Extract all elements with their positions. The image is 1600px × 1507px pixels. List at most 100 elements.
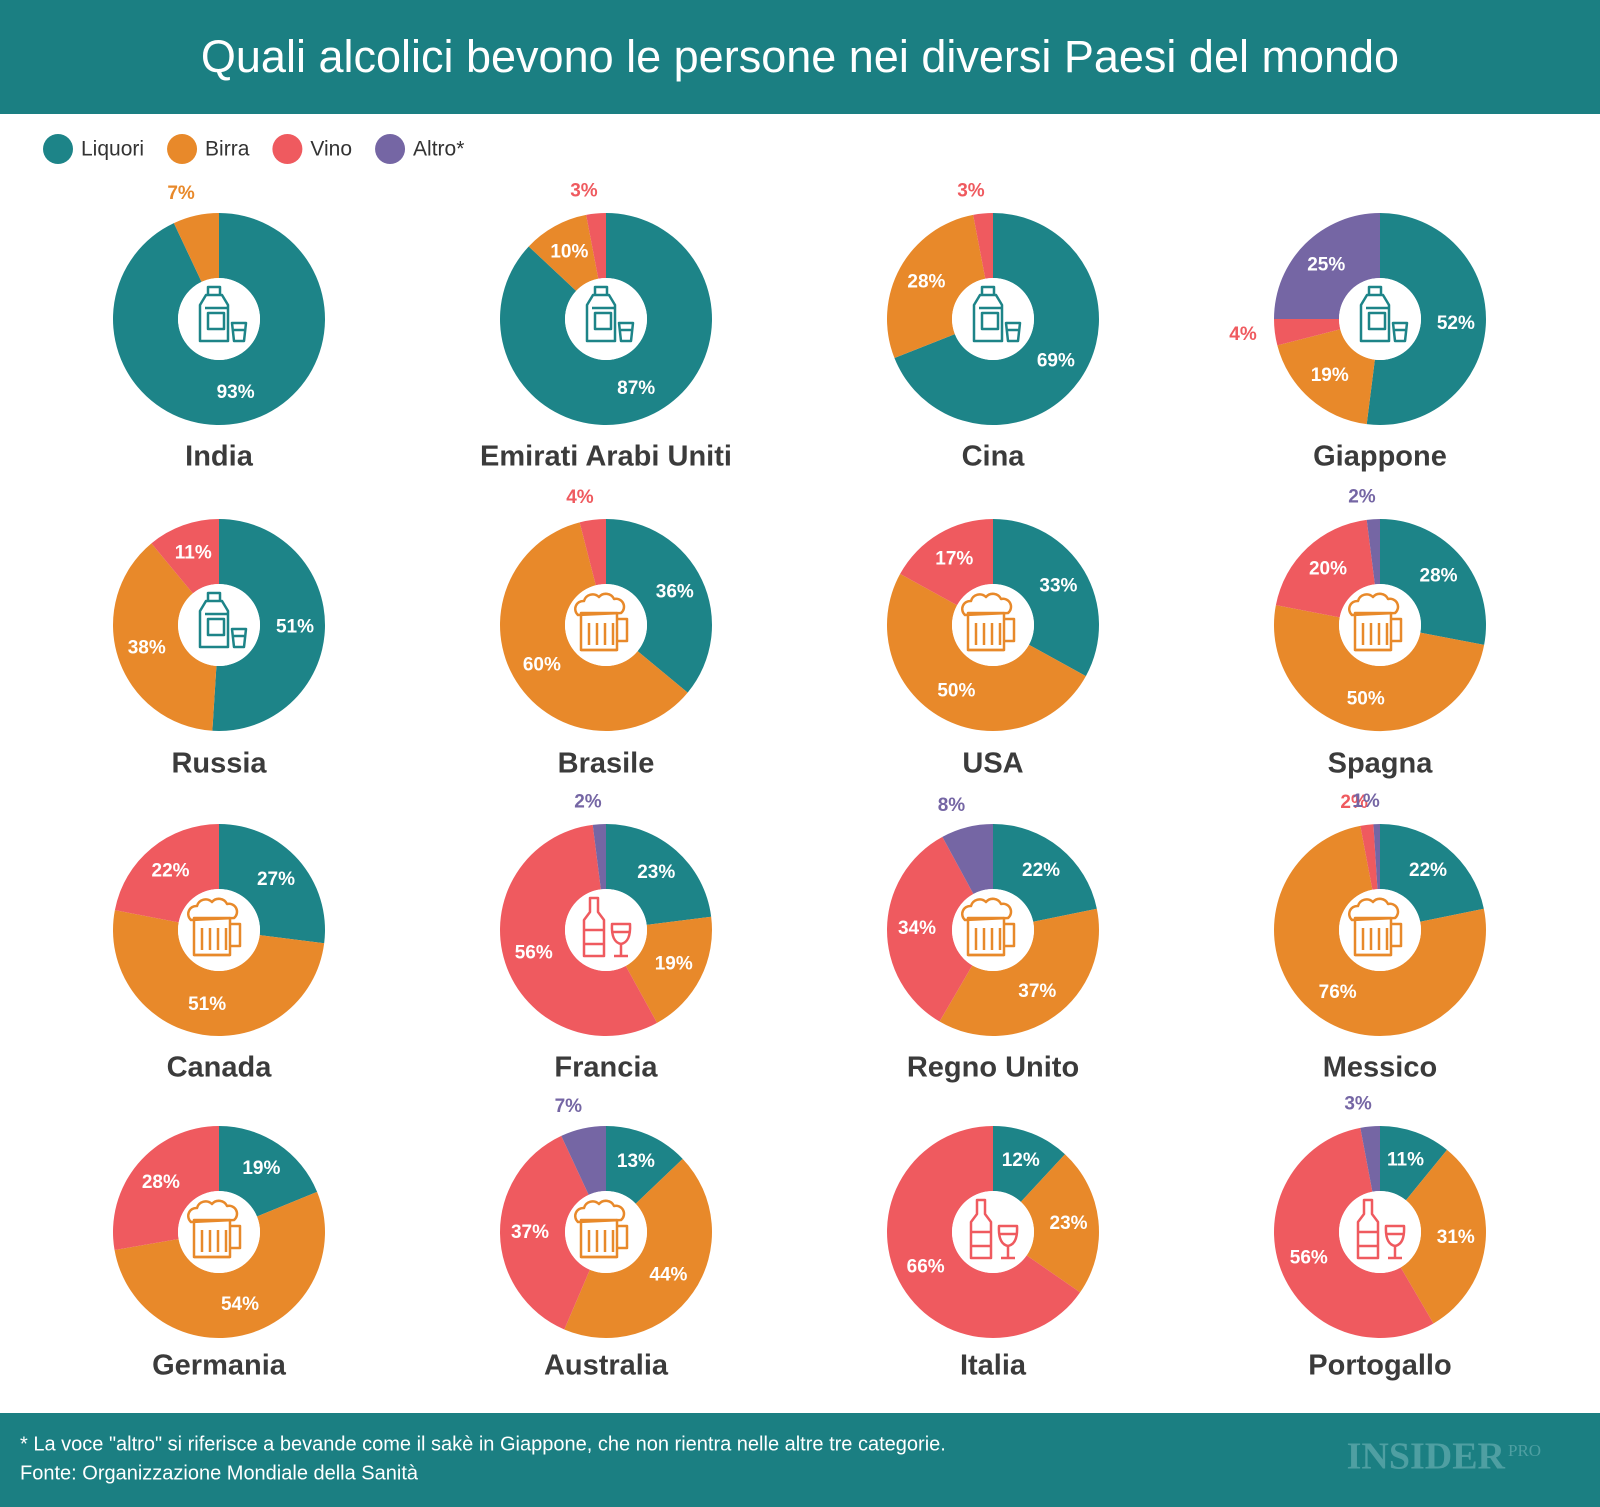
value-label: 20% xyxy=(1309,559,1347,580)
value-label: 28% xyxy=(1420,566,1458,587)
value-label: 38% xyxy=(128,638,166,659)
value-label: 11% xyxy=(1387,1149,1424,1170)
icon-foam xyxy=(1348,592,1400,617)
legend-swatch xyxy=(167,134,198,164)
pie-slice xyxy=(592,824,606,890)
pie-slice xyxy=(499,522,688,731)
icon-bottle xyxy=(198,591,230,649)
value-label: 17% xyxy=(935,549,973,570)
value-label: 19% xyxy=(242,1158,280,1179)
value-label: 37% xyxy=(511,1222,549,1243)
value-label: 50% xyxy=(1347,689,1385,710)
icon-wine-glass xyxy=(610,922,632,958)
pie-chart: 27% 51% 22% Canada xyxy=(112,824,325,1084)
icon-foam xyxy=(961,592,1013,617)
pie-slice xyxy=(606,824,712,925)
icon-mug-handle xyxy=(1391,617,1403,643)
icon-bottle-label xyxy=(205,306,227,331)
pie-title: Australia xyxy=(544,1350,669,1382)
pie-slice xyxy=(564,1158,713,1338)
pie-title: India xyxy=(185,441,254,473)
value-label: 93% xyxy=(217,382,255,403)
pie-slice xyxy=(1360,824,1378,890)
pie-slice xyxy=(1400,1149,1486,1324)
legend: Liquori Birra Vino Altro* xyxy=(43,134,464,164)
icon-glass xyxy=(1004,321,1022,343)
pie-slice xyxy=(114,824,219,923)
value-label: 3% xyxy=(570,181,598,202)
source: Fonte: Organizzazione Mondiale della San… xyxy=(20,1462,419,1484)
pie-slice xyxy=(942,824,993,894)
icon-bottle xyxy=(1359,285,1391,343)
icon-foam xyxy=(574,1199,626,1224)
pie-slice xyxy=(1273,605,1485,732)
pie-slice xyxy=(887,1125,1081,1338)
icon-foam xyxy=(187,897,239,922)
pie-hole xyxy=(178,278,260,360)
pie-slice xyxy=(1274,319,1341,346)
pie-slice xyxy=(579,519,606,586)
icon-mug-handle xyxy=(230,1224,242,1250)
charts: 93% 7% India 87% 10% 3% Emirati Arabi Uniti 69%… xyxy=(112,181,1486,1382)
pie-chart: 11% 31% 56% 3% Portogallo xyxy=(1273,1094,1486,1382)
legend-label: Liquori xyxy=(81,138,144,161)
value-label: 25% xyxy=(1307,254,1345,275)
value-label: 34% xyxy=(898,918,936,939)
pie-slice xyxy=(219,1126,318,1217)
value-label: 4% xyxy=(566,487,594,508)
pie-slice xyxy=(993,824,1097,922)
value-label: 11% xyxy=(175,543,212,564)
value-label: 51% xyxy=(188,994,226,1015)
value-label: 22% xyxy=(1022,860,1060,881)
legend-swatch xyxy=(272,134,303,164)
value-label: 31% xyxy=(1437,1227,1475,1248)
pie-title: Emirati Arabi Uniti xyxy=(480,441,732,473)
pie-slice xyxy=(1366,213,1486,425)
brand-name: INSIDER xyxy=(1347,1436,1506,1478)
icon-mug-lines xyxy=(968,623,1004,652)
pie-hole xyxy=(1339,1191,1421,1273)
icon-mug-handle xyxy=(1004,922,1016,948)
icon-wine-bottle xyxy=(969,1198,993,1260)
value-label: 28% xyxy=(907,271,945,292)
pie-chart: 13% 44% 37% 7% Australia xyxy=(499,1096,713,1382)
value-label: 3% xyxy=(957,181,985,202)
value-label: 7% xyxy=(167,183,195,204)
pie-slice xyxy=(1380,519,1486,645)
pie-slice xyxy=(1277,329,1375,425)
value-label: 23% xyxy=(637,862,675,883)
footnote: * La voce "altro" si riferisce a bevande… xyxy=(20,1433,946,1455)
value-label: 54% xyxy=(221,1294,259,1315)
pie-chart: 87% 10% 3% Emirati Arabi Uniti xyxy=(480,181,732,473)
icon-mug-handle xyxy=(1004,617,1016,643)
icon-bottle-label xyxy=(205,612,227,637)
pie-title: Canada xyxy=(167,1052,273,1084)
pie-slice xyxy=(886,573,1086,732)
icon-foam xyxy=(1348,897,1400,922)
pie-title: Messico xyxy=(1323,1052,1437,1084)
value-label: 28% xyxy=(142,1172,180,1193)
icon-mug-lines xyxy=(1355,623,1391,652)
pie-title: Cina xyxy=(962,441,1026,473)
value-label: 4% xyxy=(1229,324,1257,345)
pie-hole xyxy=(565,889,647,971)
value-label: 44% xyxy=(649,1264,687,1285)
value-label: 3% xyxy=(1344,1094,1372,1115)
pie-slice xyxy=(939,908,1099,1036)
pie-slice xyxy=(113,1126,219,1251)
icon-foam xyxy=(574,592,626,617)
pie-slice xyxy=(993,1126,1065,1202)
pie-slice xyxy=(606,1126,683,1204)
pie-slice xyxy=(1273,1127,1434,1339)
pie-slice xyxy=(151,519,219,594)
pie-title: USA xyxy=(962,748,1023,780)
value-label: 23% xyxy=(1050,1213,1088,1234)
icon-mug-handle xyxy=(617,1224,629,1250)
pie-slice xyxy=(1275,519,1375,618)
legend-label: Birra xyxy=(205,138,250,161)
pie-slice xyxy=(500,824,658,1036)
value-label: 56% xyxy=(515,943,553,964)
value-label: 13% xyxy=(617,1151,655,1172)
icon-glass xyxy=(230,627,248,649)
icon-mug-handle xyxy=(230,922,242,948)
